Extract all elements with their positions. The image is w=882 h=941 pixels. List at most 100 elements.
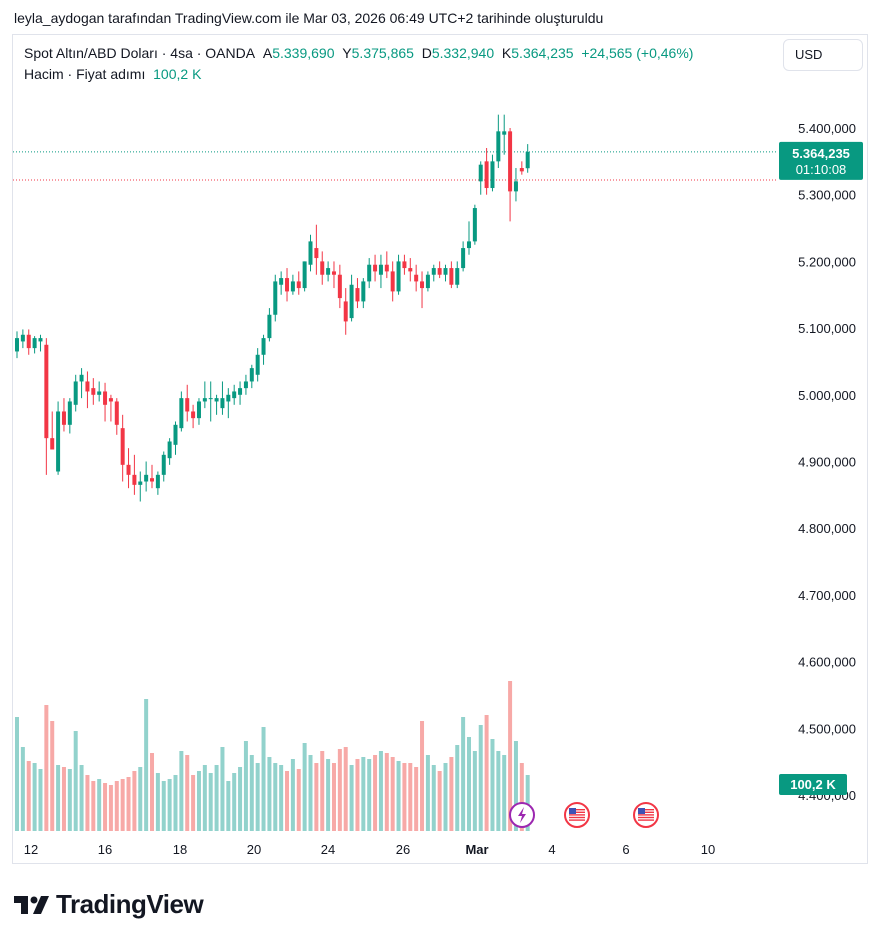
candle-body[interactable] [290, 281, 295, 292]
candle-body[interactable] [155, 474, 160, 489]
candle-body[interactable] [461, 248, 466, 269]
candle-body[interactable] [496, 131, 501, 162]
candle-body[interactable] [361, 281, 366, 302]
candle-body[interactable] [138, 481, 143, 485]
candle-body[interactable] [97, 391, 102, 395]
candle-body[interactable] [420, 281, 425, 289]
candle-body[interactable] [144, 474, 149, 482]
candle-body[interactable] [455, 268, 460, 285]
candle-body[interactable] [437, 268, 442, 275]
y-tick-label: 4.900,000 [798, 455, 856, 470]
candle-body[interactable] [513, 181, 518, 192]
volume-bar [208, 773, 213, 831]
candle-body[interactable] [296, 281, 301, 289]
candle-body[interactable] [390, 271, 395, 292]
candle-body[interactable] [26, 334, 31, 349]
candle-body[interactable] [249, 368, 254, 382]
volume-bar [425, 755, 430, 831]
candle-body[interactable] [214, 398, 219, 402]
candle-body[interactable] [114, 401, 119, 425]
candle-body[interactable] [326, 268, 331, 275]
candle-body[interactable] [331, 271, 336, 275]
candle-body[interactable] [108, 398, 113, 402]
candle-body[interactable] [373, 264, 378, 272]
candle-body[interactable] [103, 391, 108, 405]
candle-body[interactable] [50, 438, 55, 450]
candle-body[interactable] [32, 338, 37, 349]
candle-body[interactable] [425, 274, 430, 289]
candle-body[interactable] [502, 131, 507, 135]
candle-body[interactable] [85, 381, 90, 392]
symbol-title[interactable]: Spot Altın/ABD Doları · 4sa · OANDA [24, 45, 256, 61]
candle-body[interactable] [208, 398, 213, 400]
volume-bar [103, 783, 108, 831]
candle-body[interactable] [414, 274, 419, 282]
candle-body[interactable] [67, 401, 72, 425]
candle-body[interactable] [443, 268, 448, 275]
candle-body[interactable] [408, 268, 413, 272]
candle-body[interactable] [173, 424, 178, 445]
candle-body[interactable] [179, 398, 184, 429]
candle-body[interactable] [343, 301, 348, 322]
candle-body[interactable] [466, 241, 471, 249]
candle-body[interactable] [232, 391, 237, 399]
candle-body[interactable] [255, 354, 260, 375]
candle-body[interactable] [320, 261, 325, 275]
candle-body[interactable] [337, 274, 342, 299]
candle-body[interactable] [38, 338, 43, 342]
candle-body[interactable] [367, 264, 372, 282]
candle-body[interactable] [161, 454, 166, 475]
candle-body[interactable] [20, 334, 25, 342]
candle-body[interactable] [396, 261, 401, 292]
candle-body[interactable] [431, 268, 436, 275]
candle-body[interactable] [384, 264, 389, 272]
candle-body[interactable] [484, 161, 489, 189]
candle-body[interactable] [167, 441, 172, 459]
candle-body[interactable] [191, 411, 196, 419]
candle-body[interactable] [226, 394, 231, 402]
candle-body[interactable] [73, 381, 78, 405]
currency-button[interactable]: USD [783, 39, 863, 71]
candle-body[interactable] [202, 398, 207, 402]
candle-body[interactable] [79, 374, 84, 382]
candle-body[interactable] [525, 151, 530, 169]
volume-bar [261, 727, 266, 831]
candle-body[interactable] [185, 398, 190, 412]
candle-body[interactable] [120, 428, 125, 465]
candle-body[interactable] [314, 248, 319, 259]
candle-body[interactable] [61, 411, 66, 425]
candle-body[interactable] [402, 261, 407, 269]
candle-body[interactable] [285, 278, 290, 292]
candle-body[interactable] [478, 164, 483, 182]
candle-body[interactable] [15, 338, 19, 352]
candle-body[interactable] [243, 381, 248, 389]
candle-body[interactable] [267, 314, 272, 339]
candle-body[interactable] [150, 478, 155, 482]
candle-body[interactable] [44, 344, 49, 439]
candle-body[interactable] [273, 281, 278, 315]
candle-body[interactable] [355, 288, 360, 302]
volume-bar [496, 751, 501, 831]
candle-body[interactable] [519, 168, 524, 172]
candle-body[interactable] [279, 278, 284, 285]
candle-body[interactable] [472, 208, 477, 242]
volume-label[interactable]: Hacim · Fiyat adımı [24, 66, 146, 82]
candle-body[interactable] [238, 388, 243, 395]
candle-body[interactable] [126, 464, 131, 475]
candle-body[interactable] [220, 398, 225, 409]
candle-body[interactable] [508, 131, 513, 192]
candle-body[interactable] [56, 411, 61, 472]
volume-bar [437, 771, 442, 831]
candle-body[interactable] [91, 388, 96, 395]
volume-bar [202, 765, 207, 831]
candle-body[interactable] [196, 401, 201, 419]
candle-body[interactable] [308, 241, 313, 265]
candle-body[interactable] [132, 474, 137, 485]
candle-body[interactable] [302, 261, 307, 289]
candle-body[interactable] [449, 268, 454, 285]
candle-body[interactable] [261, 338, 266, 355]
candle-body[interactable] [349, 284, 354, 319]
candle-body[interactable] [378, 264, 383, 275]
candle-body[interactable] [490, 161, 495, 189]
